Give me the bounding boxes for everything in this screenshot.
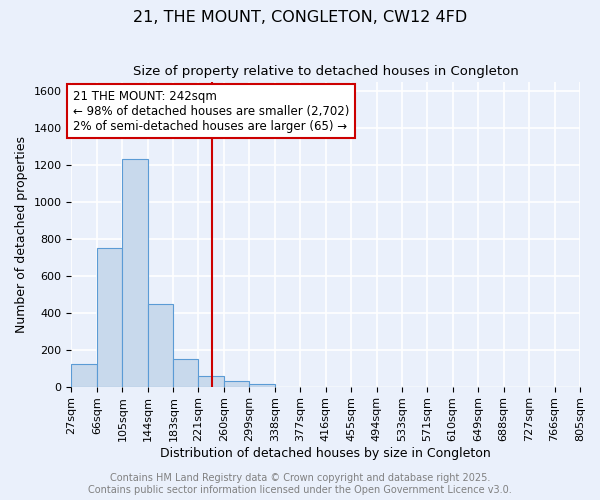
Text: 21 THE MOUNT: 242sqm
← 98% of detached houses are smaller (2,702)
2% of semi-det: 21 THE MOUNT: 242sqm ← 98% of detached h… [73,90,349,132]
Bar [122,160,148,386]
Text: Contains HM Land Registry data © Crown copyright and database right 2025.
Contai: Contains HM Land Registry data © Crown c… [88,474,512,495]
Bar [97,248,122,386]
Bar [249,384,275,386]
Title: Size of property relative to detached houses in Congleton: Size of property relative to detached ho… [133,65,518,78]
X-axis label: Distribution of detached houses by size in Congleton: Distribution of detached houses by size … [160,447,491,460]
Text: 21, THE MOUNT, CONGLETON, CW12 4FD: 21, THE MOUNT, CONGLETON, CW12 4FD [133,10,467,25]
Bar [198,376,224,386]
Bar [224,381,249,386]
Bar [71,364,97,386]
Y-axis label: Number of detached properties: Number of detached properties [15,136,28,333]
Bar [173,359,198,386]
Bar [148,304,173,386]
